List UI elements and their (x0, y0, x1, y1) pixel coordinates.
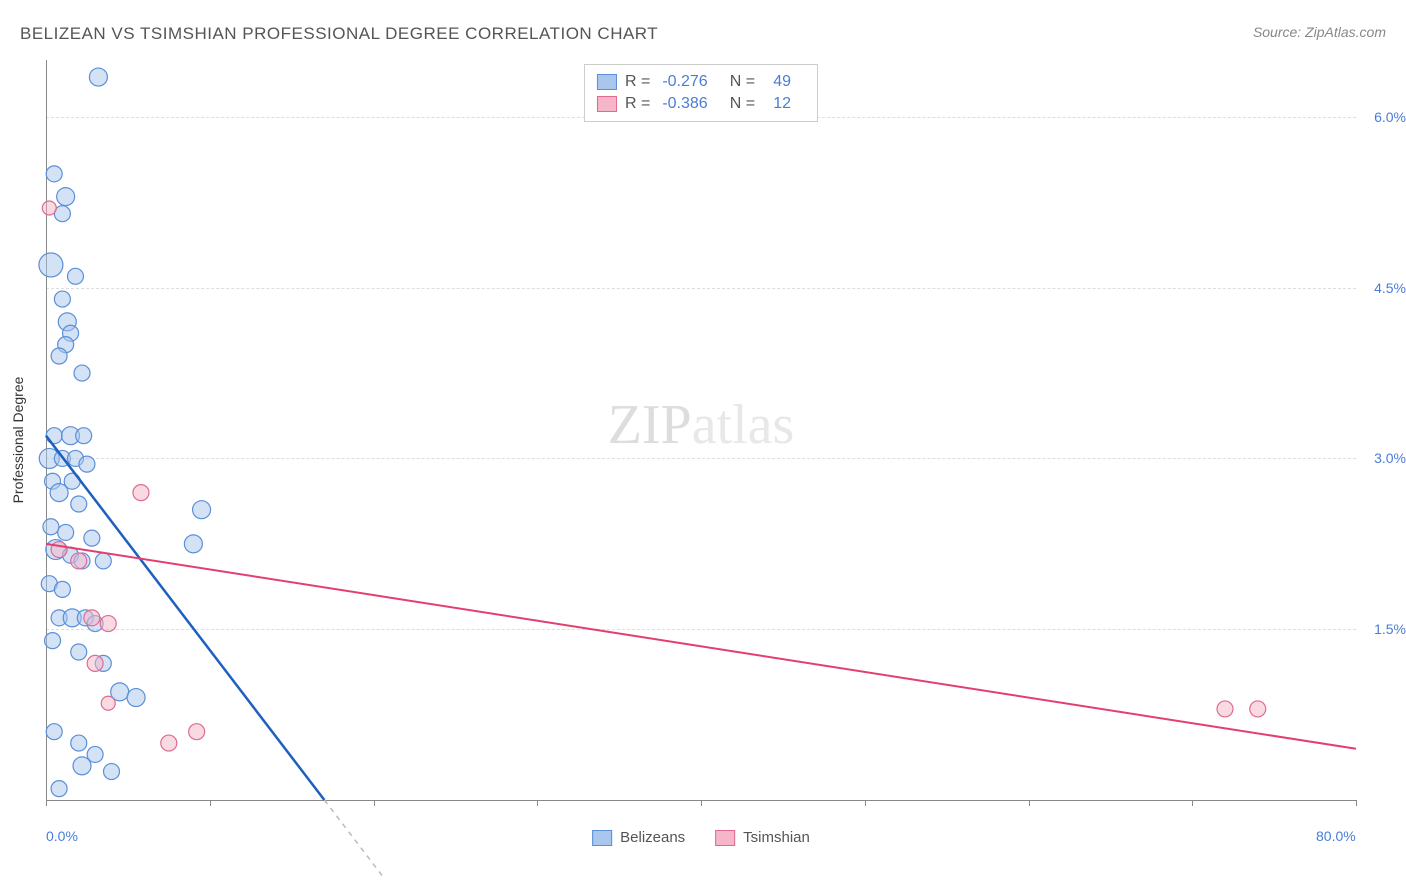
data-point (42, 201, 56, 215)
scatter-plot (46, 60, 1356, 820)
data-point (45, 633, 61, 649)
r-value-belizeans: -0.276 (662, 73, 707, 91)
y-tick-label: 6.0% (1374, 109, 1406, 125)
data-point (54, 581, 70, 597)
data-point (71, 553, 87, 569)
data-point (76, 428, 92, 444)
data-point (89, 68, 107, 86)
data-point (67, 268, 83, 284)
data-point (87, 655, 103, 671)
data-point (71, 735, 87, 751)
data-point (189, 724, 205, 740)
data-point (51, 348, 67, 364)
legend-item-tsimshian: Tsimshian (715, 829, 810, 846)
y-tick-label: 1.5% (1374, 621, 1406, 637)
x-tick-label: 0.0% (46, 828, 78, 844)
data-point (100, 616, 116, 632)
data-point (54, 291, 70, 307)
data-point (46, 166, 62, 182)
r-value-tsimshian: -0.386 (662, 95, 707, 113)
legend-label-tsimshian: Tsimshian (743, 829, 810, 846)
chart-header: BELIZEAN VS TSIMSHIAN PROFESSIONAL DEGRE… (0, 0, 1406, 54)
y-axis-label: Professional Degree (10, 377, 26, 504)
data-point (133, 485, 149, 501)
data-point (1217, 701, 1233, 717)
y-tick-label: 4.5% (1374, 280, 1406, 296)
data-point (84, 530, 100, 546)
series-legend: Belizeans Tsimshian (592, 829, 810, 846)
data-point (79, 456, 95, 472)
swatch-belizeans (597, 74, 617, 90)
data-point (184, 535, 202, 553)
data-point (74, 365, 90, 381)
trend-line-extrapolation (324, 800, 384, 879)
y-tick-label: 3.0% (1374, 450, 1406, 466)
data-point (71, 644, 87, 660)
correlation-legend: R = -0.276 N = 49 R = -0.386 N = 12 (584, 64, 818, 122)
data-point (84, 610, 100, 626)
chart-source: Source: ZipAtlas.com (1253, 24, 1386, 40)
n-value-belizeans: 49 (767, 73, 791, 91)
data-point (71, 496, 87, 512)
swatch-tsimshian-icon (715, 830, 735, 846)
chart-title: BELIZEAN VS TSIMSHIAN PROFESSIONAL DEGRE… (20, 24, 658, 44)
swatch-tsimshian (597, 96, 617, 112)
data-point (39, 253, 63, 277)
data-point (1250, 701, 1266, 717)
trend-line (46, 544, 1356, 749)
swatch-belizeans-icon (592, 830, 612, 846)
data-point (50, 484, 68, 502)
x-tick-label: 80.0% (1316, 828, 1356, 844)
data-point (51, 781, 67, 797)
data-point (58, 524, 74, 540)
data-point (161, 735, 177, 751)
data-point (51, 542, 67, 558)
data-point (104, 764, 120, 780)
legend-label-belizeans: Belizeans (620, 829, 685, 846)
legend-row-tsimshian: R = -0.386 N = 12 (597, 93, 805, 115)
chart-area: Professional Degree ZIPatlas 0.0%80.0% 1… (46, 60, 1356, 820)
data-point (127, 689, 145, 707)
data-point (46, 724, 62, 740)
data-point (43, 519, 59, 535)
legend-item-belizeans: Belizeans (592, 829, 685, 846)
data-point (73, 757, 91, 775)
data-point (46, 428, 62, 444)
data-point (95, 553, 111, 569)
data-point (101, 696, 115, 710)
data-point (193, 501, 211, 519)
data-point (57, 188, 75, 206)
n-value-tsimshian: 12 (767, 95, 791, 113)
legend-row-belizeans: R = -0.276 N = 49 (597, 71, 805, 93)
